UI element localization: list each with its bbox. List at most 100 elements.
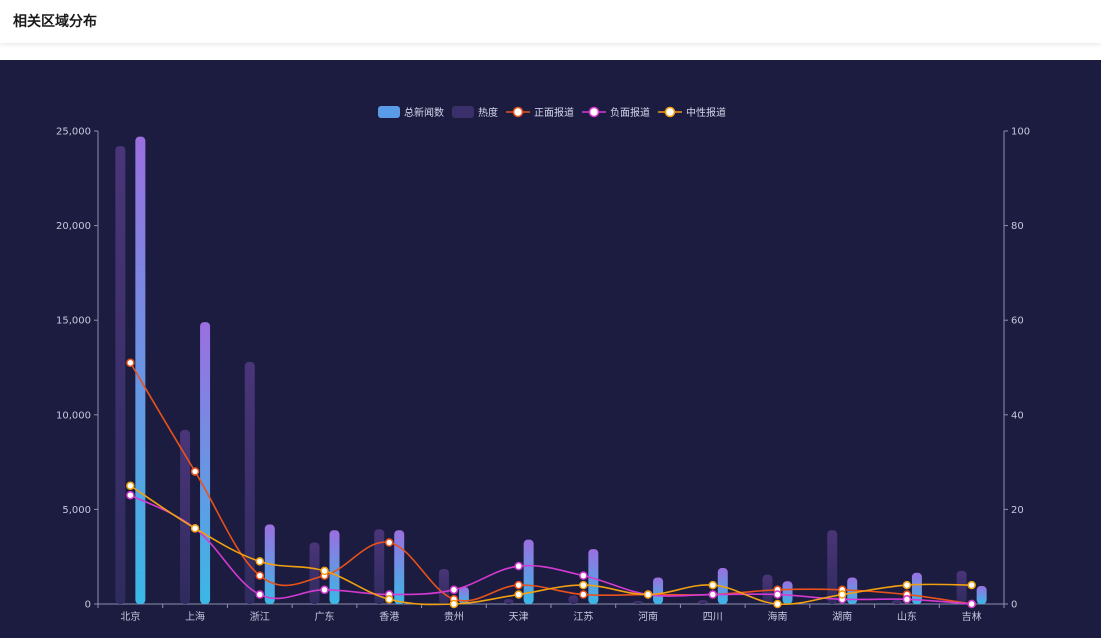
legend-item-total-news[interactable]: 总新闻数 bbox=[378, 106, 444, 119]
point-positive[interactable] bbox=[514, 580, 523, 590]
legend-swatch bbox=[378, 106, 400, 118]
point-neutral[interactable] bbox=[190, 524, 200, 533]
legend-label: 负面报道 bbox=[610, 106, 650, 119]
legend-label: 热度 bbox=[478, 106, 498, 119]
legend-label: 中性报道 bbox=[686, 106, 726, 119]
legend-swatch-dot bbox=[664, 106, 676, 118]
legend-item-heat[interactable]: 热度 bbox=[452, 106, 498, 119]
bar-heat[interactable] bbox=[503, 599, 514, 604]
legend-item-neutral[interactable]: 中性报道 bbox=[658, 106, 726, 119]
bar-total-news[interactable] bbox=[135, 136, 146, 604]
point-neutral[interactable] bbox=[255, 557, 265, 566]
y-right-tick-label: 40 bbox=[1011, 410, 1024, 421]
bar-heat[interactable] bbox=[762, 574, 773, 604]
point-neutral[interactable] bbox=[773, 599, 782, 609]
x-tick-label: 香港 bbox=[379, 611, 399, 623]
bar-heat[interactable] bbox=[633, 601, 644, 604]
x-tick-label: 广东 bbox=[315, 610, 335, 623]
legend-label: 正面报道 bbox=[534, 106, 574, 119]
bar-total-news[interactable] bbox=[588, 549, 599, 604]
legend-label: 总新闻数 bbox=[404, 106, 444, 119]
y-left-tick-label: 20,000 bbox=[56, 221, 91, 232]
x-tick-label: 海南 bbox=[768, 610, 788, 623]
page-header: 相关区域分布 bbox=[0, 0, 1101, 43]
point-positive[interactable] bbox=[384, 538, 394, 547]
y-left-tick-label: 0 bbox=[85, 600, 91, 611]
point-negative[interactable] bbox=[773, 590, 782, 599]
point-neutral[interactable] bbox=[643, 590, 653, 599]
bar-heat[interactable] bbox=[568, 595, 579, 604]
x-tick-label: 湖南 bbox=[832, 610, 852, 623]
legend-swatch-dot bbox=[588, 106, 600, 118]
point-neutral[interactable] bbox=[837, 590, 847, 599]
point-negative[interactable] bbox=[902, 595, 912, 604]
bar-heat[interactable] bbox=[374, 529, 385, 604]
bar-total-news[interactable] bbox=[200, 322, 211, 604]
bar-heat[interactable] bbox=[115, 146, 126, 605]
bar-heat[interactable] bbox=[180, 429, 191, 604]
bar-heat[interactable] bbox=[244, 361, 255, 604]
legend-swatch-dot bbox=[512, 106, 524, 118]
point-negative[interactable] bbox=[320, 585, 329, 595]
x-tick-label: 浙江 bbox=[250, 611, 270, 623]
x-tick-label: 贵州 bbox=[444, 610, 464, 623]
x-tick-label: 四川 bbox=[703, 612, 723, 623]
legend[interactable]: 总新闻数 热度 正面报道 负面报道 中性报道 bbox=[378, 106, 726, 119]
point-negative[interactable] bbox=[255, 590, 265, 599]
point-negative[interactable] bbox=[708, 590, 718, 599]
y-right-tick-label: 60 bbox=[1011, 316, 1024, 327]
y-left-tick-label: 10,000 bbox=[56, 410, 91, 421]
point-neutral[interactable] bbox=[126, 481, 135, 490]
bar-heat[interactable] bbox=[697, 600, 708, 604]
point-neutral[interactable] bbox=[708, 580, 718, 590]
bar-heat[interactable] bbox=[956, 570, 967, 604]
point-negative[interactable] bbox=[967, 599, 976, 609]
page-title: 相关区域分布 bbox=[13, 14, 97, 30]
y-left-tick-label: 15,000 bbox=[56, 316, 91, 327]
bar-heat[interactable] bbox=[891, 600, 902, 604]
x-tick-label: 河南 bbox=[638, 610, 658, 623]
point-positive[interactable] bbox=[190, 467, 200, 476]
bar-heat[interactable] bbox=[438, 568, 449, 604]
y-right-tick-label: 20 bbox=[1011, 505, 1024, 516]
point-neutral[interactable] bbox=[384, 595, 394, 604]
bars-layer bbox=[115, 136, 987, 605]
x-tick-label: 上海 bbox=[185, 610, 205, 623]
point-neutral[interactable] bbox=[514, 590, 523, 599]
y-left-tick-label: 5,000 bbox=[62, 505, 91, 516]
point-positive[interactable] bbox=[255, 571, 265, 580]
bar-total-news[interactable] bbox=[458, 586, 469, 604]
point-negative[interactable] bbox=[126, 490, 135, 500]
legend-swatch bbox=[452, 106, 474, 118]
x-tick-label: 江苏 bbox=[573, 610, 593, 623]
point-neutral[interactable] bbox=[320, 566, 329, 576]
x-tick-label: 吉林 bbox=[962, 610, 982, 623]
legend-item-negative[interactable]: 负面报道 bbox=[582, 106, 650, 119]
bar-total-news[interactable] bbox=[523, 539, 534, 604]
x-tick-label: 山东 bbox=[897, 610, 917, 623]
point-negative[interactable] bbox=[449, 585, 459, 595]
point-neutral[interactable] bbox=[902, 580, 912, 590]
bar-heat[interactable] bbox=[827, 530, 838, 604]
x-tick-label: 天津 bbox=[509, 611, 529, 623]
chart-panel: 0 5,000 10,000 15,000 20,000 25,000 0 20 40 60 80 1… bbox=[0, 60, 1101, 638]
bar-heat[interactable] bbox=[309, 542, 320, 604]
point-neutral[interactable] bbox=[579, 580, 588, 590]
point-positive[interactable] bbox=[579, 590, 588, 599]
bar-total-news[interactable] bbox=[329, 530, 340, 604]
region-distribution-chart: 0 5,000 10,000 15,000 20,000 25,000 0 20 40 60 80 1… bbox=[56, 106, 1030, 623]
y-left-tick-label: 25,000 bbox=[56, 127, 91, 138]
bar-total-news[interactable] bbox=[394, 530, 405, 604]
point-neutral[interactable] bbox=[967, 580, 976, 590]
point-neutral[interactable] bbox=[449, 599, 459, 609]
point-positive[interactable] bbox=[126, 358, 135, 368]
point-negative[interactable] bbox=[579, 571, 588, 580]
line-neutral bbox=[129, 485, 972, 606]
x-tick-label: 北京 bbox=[120, 610, 140, 623]
bar-total-news[interactable] bbox=[782, 581, 793, 604]
point-negative[interactable] bbox=[514, 561, 523, 571]
legend-item-positive[interactable]: 正面报道 bbox=[506, 106, 574, 119]
y-right-tick-label: 80 bbox=[1011, 221, 1024, 232]
bar-total-news[interactable] bbox=[653, 577, 664, 604]
bar-total-news[interactable] bbox=[976, 586, 987, 604]
